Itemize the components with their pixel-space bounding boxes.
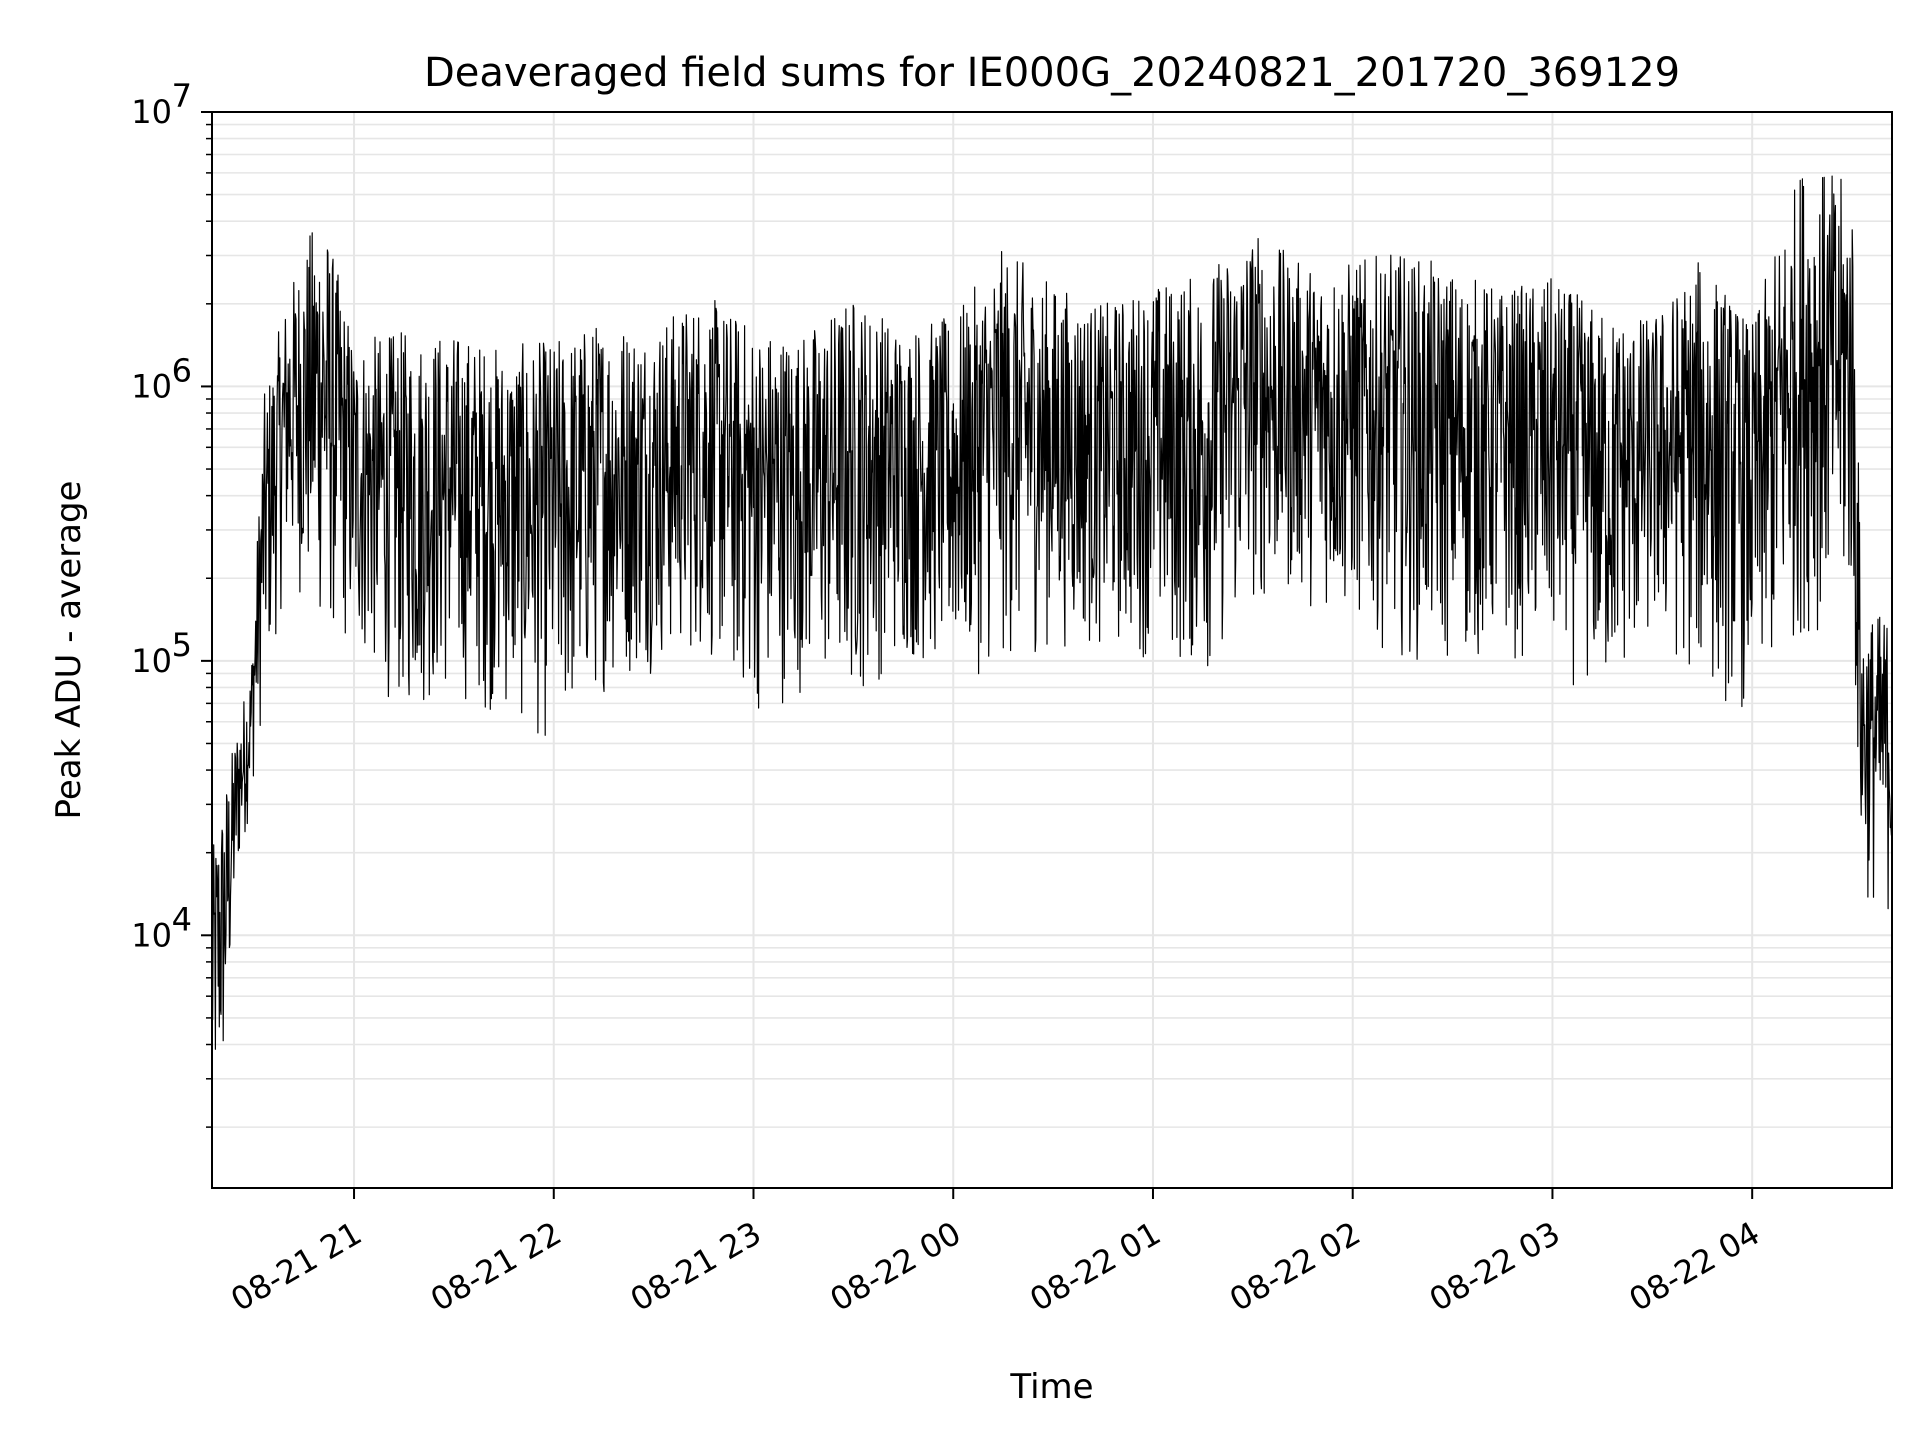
- y-tick-exponent: 7: [172, 77, 192, 115]
- series-path: [211, 175, 1893, 1050]
- y-tick-label: 10: [131, 93, 172, 131]
- y-tick-label: 10: [131, 367, 172, 405]
- series-line: [211, 175, 1893, 1050]
- y-tick-exponent: 4: [172, 900, 192, 938]
- y-tick-label: 10: [131, 642, 172, 680]
- y-tick-exponent: 6: [172, 351, 192, 389]
- y-tick-exponent: 5: [172, 626, 192, 664]
- plot-frame: [211, 111, 1893, 1189]
- y-tick-label: 10: [131, 916, 172, 954]
- x-axis-label: Time: [1009, 1367, 1093, 1407]
- chart-title: Deaveraged field sums for IE000G_2024082…: [424, 50, 1680, 96]
- y-axis-label: Peak ADU - average: [49, 481, 89, 820]
